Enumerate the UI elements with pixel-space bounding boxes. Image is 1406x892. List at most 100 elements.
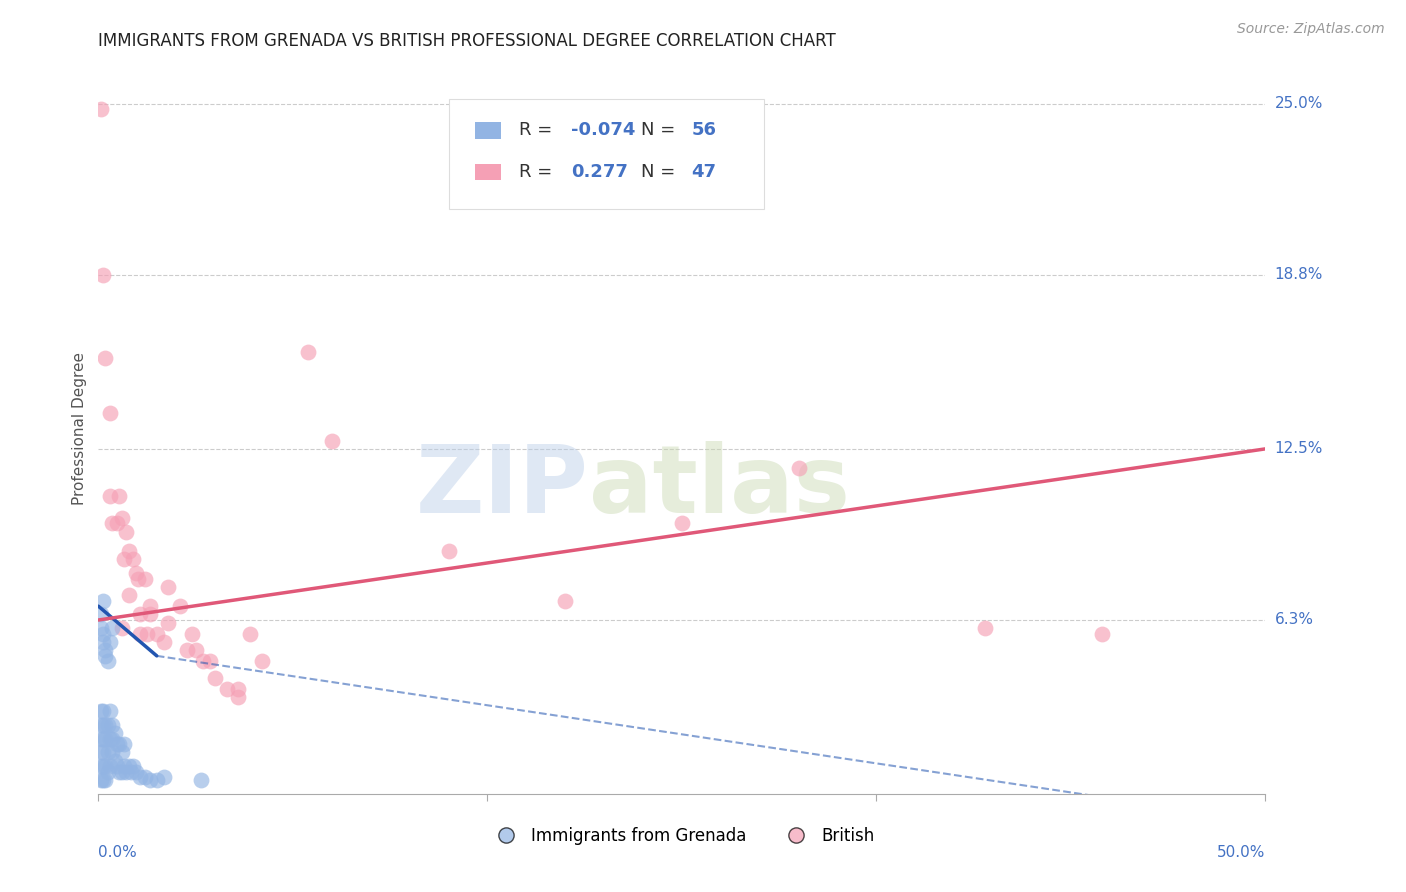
Point	[90, 731, 112, 746]
Point	[152, 770, 174, 784]
Point	[90, 103, 112, 117]
Point	[94, 718, 117, 732]
Point	[180, 627, 202, 641]
Point	[111, 511, 134, 525]
Point	[139, 773, 162, 788]
Text: 0.0%: 0.0%	[98, 845, 138, 860]
FancyBboxPatch shape	[449, 99, 763, 209]
Point	[122, 759, 145, 773]
Point	[169, 599, 191, 614]
Point	[190, 773, 212, 788]
Point	[115, 524, 138, 539]
Point	[91, 731, 114, 746]
Point	[152, 635, 174, 649]
Point	[94, 643, 117, 657]
Legend: Immigrants from Grenada, British: Immigrants from Grenada, British	[482, 820, 882, 851]
Point	[129, 770, 152, 784]
Point	[90, 607, 112, 622]
Point	[297, 345, 319, 359]
Point	[1091, 627, 1114, 641]
Point	[671, 516, 693, 531]
Point	[118, 588, 141, 602]
Point	[204, 671, 226, 685]
Point	[101, 516, 124, 531]
Point	[94, 773, 117, 788]
Point	[118, 544, 141, 558]
Text: atlas: atlas	[589, 441, 849, 533]
Point	[129, 627, 152, 641]
Point	[437, 544, 460, 558]
Point	[974, 621, 997, 635]
Point	[139, 599, 162, 614]
Point	[98, 704, 121, 718]
Text: 56: 56	[692, 121, 716, 139]
Point	[118, 759, 141, 773]
Point	[91, 593, 114, 607]
Point	[91, 759, 114, 773]
Point	[101, 746, 124, 760]
Text: R =: R =	[519, 163, 564, 181]
Point	[98, 489, 121, 503]
Point	[120, 764, 142, 779]
Point	[91, 773, 114, 788]
Point	[98, 731, 121, 746]
Point	[176, 643, 198, 657]
Point	[228, 681, 250, 696]
Point	[215, 681, 238, 696]
Point	[90, 759, 112, 773]
Point	[157, 580, 180, 594]
Point	[97, 746, 120, 760]
Point	[125, 764, 148, 779]
Text: 25.0%: 25.0%	[1275, 96, 1323, 112]
Point	[108, 489, 131, 503]
Point	[91, 268, 114, 282]
Text: IMMIGRANTS FROM GRENADA VS BRITISH PROFESSIONAL DEGREE CORRELATION CHART: IMMIGRANTS FROM GRENADA VS BRITISH PROFE…	[98, 32, 837, 50]
Text: Source: ZipAtlas.com: Source: ZipAtlas.com	[1237, 22, 1385, 37]
Point	[111, 764, 134, 779]
Y-axis label: Professional Degree: Professional Degree	[72, 351, 87, 505]
Point	[186, 643, 208, 657]
Point	[91, 627, 114, 641]
Text: R =: R =	[519, 121, 558, 139]
Point	[136, 627, 159, 641]
Point	[91, 718, 114, 732]
Point	[91, 635, 114, 649]
Point	[554, 593, 576, 607]
Point	[105, 759, 128, 773]
Point	[91, 746, 114, 760]
Point	[90, 621, 112, 635]
Point	[97, 718, 120, 732]
Point	[193, 654, 215, 668]
Point	[90, 746, 112, 760]
Point	[122, 552, 145, 566]
Point	[94, 351, 117, 365]
Point	[787, 461, 810, 475]
Point	[98, 759, 121, 773]
Point	[101, 718, 124, 732]
Point	[157, 615, 180, 630]
Point	[228, 690, 250, 705]
Point	[94, 759, 117, 773]
Point	[115, 764, 138, 779]
Text: N =: N =	[641, 121, 681, 139]
Text: 47: 47	[692, 163, 716, 181]
Point	[111, 746, 134, 760]
Point	[134, 770, 156, 784]
Text: N =: N =	[641, 163, 681, 181]
Point	[94, 648, 117, 663]
Point	[98, 406, 121, 420]
Point	[97, 764, 120, 779]
Point	[108, 764, 131, 779]
Point	[146, 627, 169, 641]
Point	[101, 621, 124, 635]
Point	[90, 718, 112, 732]
Point	[112, 737, 135, 751]
Text: 6.3%: 6.3%	[1275, 613, 1313, 627]
FancyBboxPatch shape	[475, 164, 501, 180]
Point	[104, 754, 127, 768]
Point	[98, 635, 121, 649]
Point	[111, 621, 134, 635]
Text: -0.074: -0.074	[571, 121, 636, 139]
Point	[105, 516, 128, 531]
Text: 0.277: 0.277	[571, 163, 628, 181]
